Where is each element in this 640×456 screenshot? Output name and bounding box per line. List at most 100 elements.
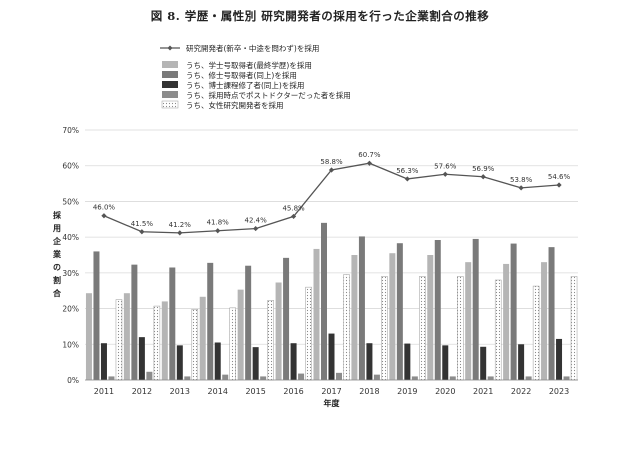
legend-swatch [161,100,179,109]
x-axis-title: 年度 [324,398,341,408]
bar [373,374,380,380]
x-tick-label: 2018 [359,387,379,396]
line-point [328,167,335,173]
x-tick-label: 2019 [397,387,417,396]
bar [146,371,153,380]
bar [283,257,290,380]
bar [503,263,510,380]
bar [472,238,479,380]
bar [465,262,472,380]
legend-label: うち、修士号取得者(同上)を採用 [186,70,297,80]
bar [305,286,312,381]
x-axis: 2011 2012 2013 2014 2015 2016 2017 2018 2019 2020… [85,379,578,396]
line-point [177,230,183,236]
bar [184,376,191,380]
bar [487,376,494,380]
bar [222,374,229,380]
data-label: 53.8% [510,176,533,184]
bar [480,346,487,380]
x-tick-label: 2022 [511,387,531,396]
bar [525,376,532,380]
bar [199,296,206,380]
bar [260,376,267,380]
data-label: 60.7% [358,151,381,159]
bar [563,376,570,380]
x-tick-label: 2021 [473,387,493,396]
bar [351,255,358,380]
bar [457,276,464,381]
line-point [404,176,410,182]
data-label: 56.9% [472,165,495,173]
bar [358,236,365,380]
bar [321,222,327,380]
bar [381,276,388,381]
y-tick-label: 60% [62,162,79,171]
bar [290,343,297,380]
bar [427,255,434,380]
line-point [442,171,448,177]
bar [366,343,373,380]
legend-label: うち、学士号取得者(最終学歴)を採用 [186,60,312,70]
x-tick-label: 2016 [283,387,303,396]
x-tick-label: 2011 [94,387,114,396]
bar [556,338,563,380]
data-label: 46.0% [93,204,116,212]
legend: 研究開発者(新卒・中途を問わず)を採用うち、学士号取得者(最終学歴)を採用うち、… [160,43,351,110]
y-tick-label: 40% [62,233,79,242]
y-axis-title: 採用企業の割合 [52,210,62,298]
bar [336,372,342,380]
data-label: 56.3% [396,167,419,175]
data-label: 54.6% [548,173,571,181]
line-point [290,213,297,220]
x-tick-label: 2012 [132,387,152,396]
legend-label: 研究開発者(新卒・中途を問わず)を採用 [186,43,319,53]
bar [510,243,517,380]
bar [161,301,168,380]
bar [298,373,305,380]
bar [389,253,396,380]
bar [442,345,449,380]
data-label: 41.2% [169,221,192,229]
y-tick-label: 50% [62,197,79,206]
y-axis: 0% 10% 20% 30% 40% 50% 60% 70% [62,126,79,385]
bar [313,248,320,380]
y-tick-label: 20% [62,305,79,314]
figure-title: 図 8. 学歴・属性別 研究開発者の採用を行った企業割合の推移 [150,9,490,23]
bar [267,300,274,381]
x-tick-label: 2020 [435,387,455,396]
bar [411,376,418,380]
legend-swatch [162,61,178,68]
bar [245,265,252,380]
bar [93,251,100,380]
bar [396,243,403,380]
bar [541,262,548,380]
x-tick-label: 2014 [208,387,228,396]
bar [404,343,411,380]
bar [138,337,145,380]
bar [131,264,138,380]
bar [419,276,426,381]
bar [229,307,236,381]
legend-marker [167,45,173,51]
data-label: 45.8% [282,204,305,212]
x-tick-label: 2023 [549,387,569,396]
y-tick-label: 30% [62,269,79,278]
data-label: 41.8% [207,219,230,227]
data-label: 57.6% [434,162,457,170]
line-point [101,213,107,219]
legend-label: うち、女性研究開発者を採用 [186,100,284,110]
bar [532,285,540,381]
y-tick-label: 0% [67,376,79,385]
line-point [253,225,259,232]
bar [153,305,161,381]
bar [214,342,221,380]
legend-label: うち、博士課程修了者(同上)を採用 [186,80,304,90]
data-label: 58.8% [320,158,343,166]
bar [85,293,92,380]
line-point [139,229,145,235]
bar [548,247,555,380]
x-tick-label: 2013 [170,387,190,396]
line-point [366,160,373,166]
line-series: 46.0% 41.5% 41.2% 41.8% 42.4% 45.8% 58.8% 60.7%… [93,151,571,236]
